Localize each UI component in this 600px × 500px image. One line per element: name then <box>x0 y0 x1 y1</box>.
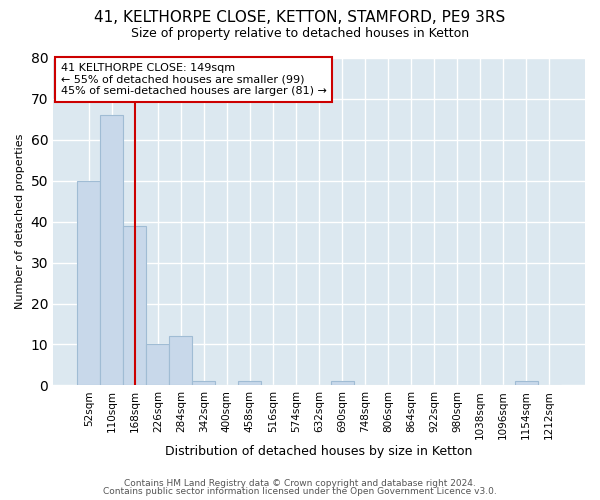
Text: 41 KELTHORPE CLOSE: 149sqm
← 55% of detached houses are smaller (99)
45% of semi: 41 KELTHORPE CLOSE: 149sqm ← 55% of deta… <box>61 63 327 96</box>
Bar <box>193 381 215 386</box>
Bar <box>146 344 169 386</box>
X-axis label: Distribution of detached houses by size in Ketton: Distribution of detached houses by size … <box>166 444 473 458</box>
Y-axis label: Number of detached properties: Number of detached properties <box>15 134 25 310</box>
Text: 41, KELTHORPE CLOSE, KETTON, STAMFORD, PE9 3RS: 41, KELTHORPE CLOSE, KETTON, STAMFORD, P… <box>94 10 506 25</box>
Bar <box>123 226 146 386</box>
Text: Contains HM Land Registry data © Crown copyright and database right 2024.: Contains HM Land Registry data © Crown c… <box>124 478 476 488</box>
Bar <box>77 180 100 386</box>
Text: Contains public sector information licensed under the Open Government Licence v3: Contains public sector information licen… <box>103 487 497 496</box>
Bar <box>515 381 538 386</box>
Bar <box>238 381 262 386</box>
Bar <box>169 336 193 386</box>
Bar <box>100 116 123 386</box>
Text: Size of property relative to detached houses in Ketton: Size of property relative to detached ho… <box>131 28 469 40</box>
Bar <box>331 381 353 386</box>
